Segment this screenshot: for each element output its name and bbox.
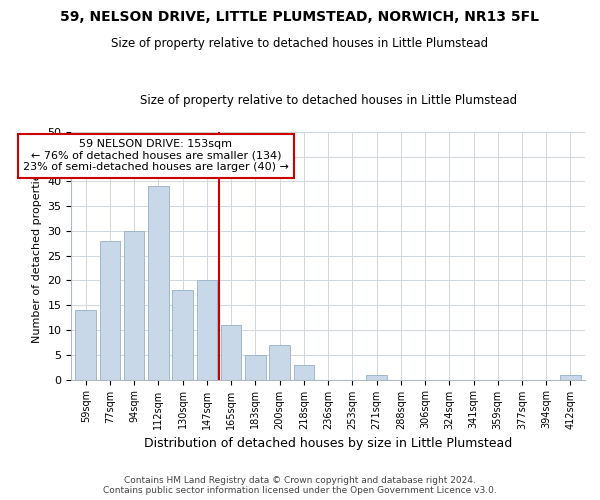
Text: 59 NELSON DRIVE: 153sqm
← 76% of detached houses are smaller (134)
23% of semi-d: 59 NELSON DRIVE: 153sqm ← 76% of detache… (23, 139, 289, 172)
Bar (245, 355, 266, 380)
Bar (269, 345, 290, 380)
Bar (148, 186, 169, 380)
Bar (366, 374, 387, 380)
Text: Size of property relative to detached houses in Little Plumstead: Size of property relative to detached ho… (112, 38, 488, 51)
Text: 59, NELSON DRIVE, LITTLE PLUMSTEAD, NORWICH, NR13 5FL: 59, NELSON DRIVE, LITTLE PLUMSTEAD, NORW… (61, 10, 539, 24)
X-axis label: Distribution of detached houses by size in Little Plumstead: Distribution of detached houses by size … (144, 437, 512, 450)
Bar (197, 280, 217, 380)
Bar (293, 364, 314, 380)
Bar (221, 325, 241, 380)
Bar (100, 241, 120, 380)
Bar (76, 310, 96, 380)
Bar (560, 374, 581, 380)
Y-axis label: Number of detached properties: Number of detached properties (32, 168, 42, 344)
Bar (124, 231, 145, 380)
Text: Contains HM Land Registry data © Crown copyright and database right 2024.
Contai: Contains HM Land Registry data © Crown c… (103, 476, 497, 495)
Title: Size of property relative to detached houses in Little Plumstead: Size of property relative to detached ho… (140, 94, 517, 107)
Bar (172, 290, 193, 380)
